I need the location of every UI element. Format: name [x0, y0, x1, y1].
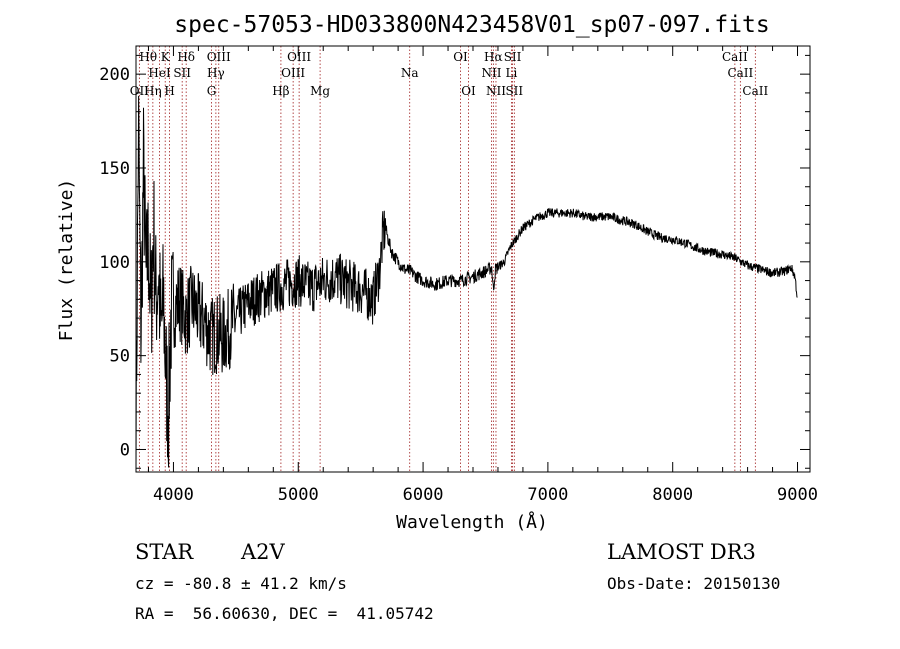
- spectral-line-label: OIII: [281, 66, 305, 80]
- spectral-line-label: H: [164, 84, 174, 98]
- y-tick-label: 150: [99, 159, 130, 179]
- spectral-line-labels: OII Hθ K HeI Hη H SII Hδ OIII Hγ G OIII OIII Hβ Mg Na OI…: [130, 50, 769, 98]
- y-axis-label: Flux (relative): [56, 179, 77, 342]
- spectral-line-label: OI: [461, 84, 476, 98]
- chart-title: spec-57053-HD033800N423458V01_sp07-097.f…: [174, 12, 769, 38]
- spectral-line-label: CaII: [722, 50, 748, 64]
- spectral-line-label: Hα: [484, 50, 503, 64]
- spectral-line-label: Hβ: [272, 84, 289, 98]
- x-tick-label: 6000: [403, 485, 444, 505]
- observation-date: Obs-Date: 20150130: [607, 574, 781, 593]
- spectral-line-label: OII: [130, 84, 150, 98]
- spectral-line-label: Hδ: [177, 50, 195, 64]
- coordinates: RA = 56.60630, DEC = 41.05742: [135, 604, 434, 623]
- x-tick-label: 9000: [777, 485, 818, 505]
- y-tick-label: 50: [110, 347, 130, 367]
- x-axis: 4000 5000 6000 7000 8000 9000: [147, 46, 818, 505]
- object-class: STAR: [135, 540, 194, 564]
- spectrum-line: [135, 95, 798, 471]
- spectral-line-label: OIII: [287, 50, 311, 64]
- spectral-line-label: CaII: [727, 66, 753, 80]
- x-tick-label: 8000: [652, 485, 693, 505]
- spectral-line-label: HeI: [148, 66, 171, 80]
- spectral-line-label: Mg: [310, 84, 330, 98]
- x-tick-label: 7000: [527, 485, 568, 505]
- spectral-line-label: Li: [506, 66, 518, 80]
- x-axis-label: Wavelength (Å): [396, 511, 548, 533]
- spectral-line-label: SII: [504, 50, 522, 64]
- spectral-line-label: CaII: [742, 84, 768, 98]
- spectral-line-label: Hθ: [139, 50, 157, 64]
- y-tick-label: 100: [99, 253, 130, 273]
- y-tick-label: 200: [99, 65, 130, 85]
- spectral-line-label: Hη: [144, 84, 162, 98]
- spectral-line-label: SII: [173, 66, 191, 80]
- spectral-line-markers: [138, 46, 756, 472]
- spectral-line-label: Na: [401, 66, 419, 80]
- spectral-line-label: OIII: [207, 50, 231, 64]
- spectral-line-label: NII: [481, 66, 501, 80]
- spectral-line-label: OI: [453, 50, 468, 64]
- y-axis: 0 50 100 150 200: [99, 54, 810, 469]
- redshift-velocity: cz = -80.8 ± 41.2 km/s: [135, 574, 347, 593]
- spectral-line-label: G: [207, 84, 217, 98]
- survey-name: LAMOST DR3: [607, 540, 756, 564]
- spectral-line-label: Hγ: [207, 66, 225, 80]
- spectral-line-label: K: [161, 50, 171, 64]
- x-tick-label: 5000: [278, 485, 319, 505]
- spectral-line-label: NII: [486, 84, 506, 98]
- y-tick-label: 0: [120, 440, 130, 460]
- x-tick-label: 4000: [153, 485, 194, 505]
- spectral-line-label: SII: [505, 84, 523, 98]
- object-subclass: A2V: [241, 540, 285, 564]
- plot-frame: [135, 45, 811, 473]
